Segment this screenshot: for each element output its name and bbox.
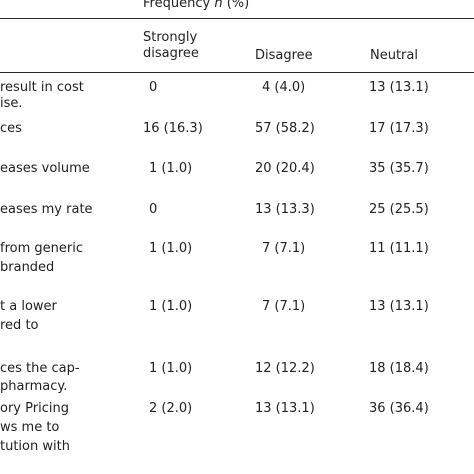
row-label-line: branded: [0, 260, 55, 275]
table-cell: 36 (36.4): [369, 401, 429, 416]
row-label-line: ise.: [0, 96, 23, 111]
table-row-label: ory Pricing ws me to tution with: [0, 401, 70, 455]
row-label-line: result in cost: [0, 80, 84, 95]
row-label-line: ory Pricing: [0, 401, 69, 416]
table-cell: 1 (1.0): [149, 299, 193, 314]
table-cell: 1 (1.0): [149, 361, 193, 376]
table-cell: 11 (11.1): [369, 241, 429, 256]
table-row-label: from generic branded: [0, 241, 83, 276]
table-cell: 13 (13.3): [255, 202, 315, 217]
table-cell: 25 (25.5): [369, 202, 429, 217]
table-cell: 1 (1.0): [149, 241, 193, 256]
table-cell: 13 (13.1): [369, 80, 429, 95]
col-header-disagree: Disagree: [255, 48, 313, 63]
table-row-label: eases my rate: [0, 202, 93, 218]
row-label-line: t a lower: [0, 299, 57, 314]
table-cell: 57 (58.2): [255, 121, 315, 136]
frequency-label: Frequency: [143, 0, 211, 11]
frequency-n: n: [214, 0, 223, 11]
table-cell: 12 (12.2): [255, 361, 315, 376]
table-cell: 16 (16.3): [143, 121, 203, 136]
table-cell: 18 (18.4): [369, 361, 429, 376]
table-cell: 13 (13.1): [255, 401, 315, 416]
table-cell: 4 (4.0): [262, 80, 306, 95]
col-header-line1: Strongly: [143, 30, 198, 45]
col-header-strongly-disagree: Strongly disagree: [143, 30, 199, 62]
table-cell: 35 (35.7): [369, 161, 429, 176]
table-cell: 17 (17.3): [369, 121, 429, 136]
table-cell: 2 (2.0): [149, 401, 193, 416]
frequency-header: Frequency n (%): [143, 0, 249, 12]
row-label-line: ces: [0, 121, 22, 136]
table-cell: 0: [149, 80, 158, 95]
header-rule-top: [0, 18, 474, 19]
col-header-neutral: Neutral: [370, 48, 418, 63]
table-row-label: t a lower red to: [0, 299, 57, 334]
row-label-line: ces the cap-: [0, 361, 80, 376]
table-row-label: ces: [0, 121, 22, 137]
table-cell: 0: [149, 202, 158, 217]
row-label-line: red to: [0, 318, 39, 333]
table-cell: 7 (7.1): [262, 299, 306, 314]
row-label-line: eases my rate: [0, 202, 93, 217]
table-cell: 1 (1.0): [149, 161, 193, 176]
table-cell: 20 (20.4): [255, 161, 315, 176]
table-cell: 7 (7.1): [262, 241, 306, 256]
col-header-line2: disagree: [143, 46, 199, 61]
table-cell: 13 (13.1): [369, 299, 429, 314]
table-row-label: ces the cap- pharmacy.: [0, 361, 80, 395]
header-rule-bottom: [0, 72, 474, 73]
row-label-line: tution with: [0, 439, 70, 454]
table-row-label: result in cost ise.: [0, 80, 84, 112]
row-label-line: eases volume: [0, 161, 90, 176]
row-label-line: pharmacy.: [0, 379, 68, 394]
row-label-line: from generic: [0, 241, 83, 256]
table-row-label: eases volume: [0, 161, 90, 177]
frequency-percent: (%): [226, 0, 250, 11]
row-label-line: ws me to: [0, 420, 60, 435]
